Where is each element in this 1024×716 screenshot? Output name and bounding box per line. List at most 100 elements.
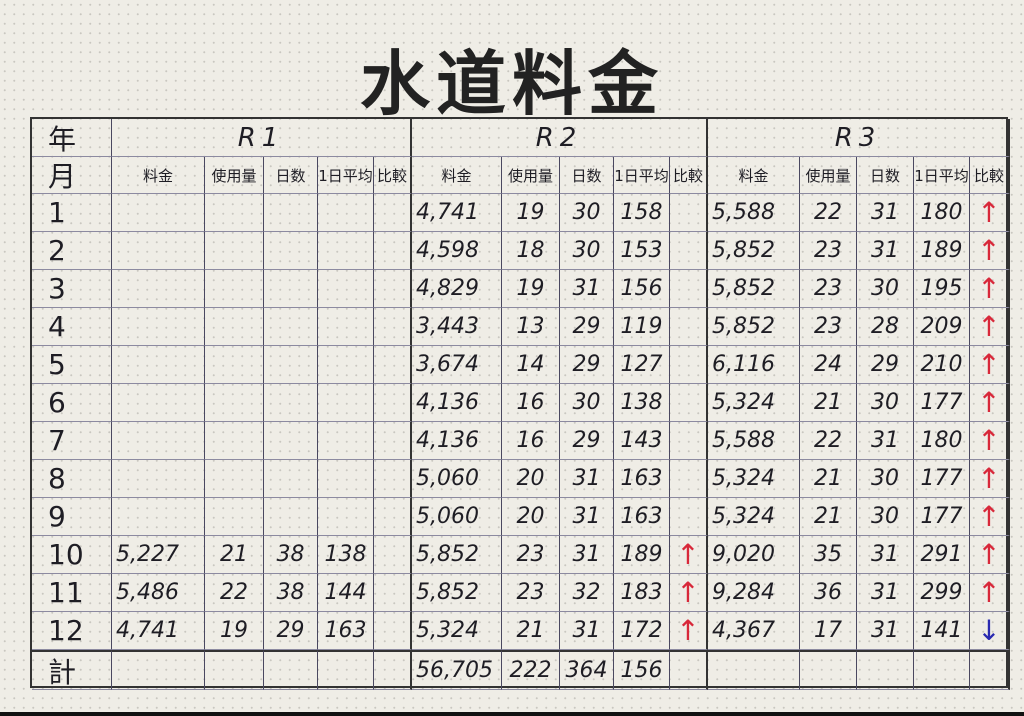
table-cell	[205, 384, 264, 422]
comparison-arrow-icon: ↑	[970, 574, 1010, 612]
table-cell: 4,136	[412, 422, 502, 460]
comparison-arrow-icon	[374, 422, 412, 460]
table-cell: 18	[502, 232, 560, 270]
total-cell	[857, 650, 914, 690]
comparison-arrow-icon	[374, 270, 412, 308]
table-cell	[205, 346, 264, 384]
table-cell: 143	[614, 422, 670, 460]
table-cell	[264, 384, 318, 422]
table-cell: 5,060	[412, 460, 502, 498]
year-r2-header: R2	[412, 119, 708, 157]
table-cell: 31	[560, 498, 614, 536]
comparison-arrow-icon: ↑	[970, 194, 1010, 232]
column-header-r1: 比較	[374, 157, 412, 194]
table-cell	[205, 422, 264, 460]
table-cell: 138	[318, 536, 374, 574]
table-cell: 210	[914, 346, 970, 384]
total-cell	[112, 650, 205, 690]
comparison-arrow-icon: ↑	[970, 384, 1010, 422]
table-cell: 180	[914, 422, 970, 460]
comparison-arrow-icon: ↑	[670, 574, 708, 612]
total-cell	[205, 650, 264, 690]
year-header: 年	[32, 119, 112, 157]
table-cell	[318, 194, 374, 232]
total-cell	[264, 650, 318, 690]
table-cell: 3,674	[412, 346, 502, 384]
table-cell: 5,324	[708, 460, 800, 498]
table-cell	[264, 460, 318, 498]
table-cell: 5,852	[412, 536, 502, 574]
table-cell: 19	[502, 270, 560, 308]
month-label: 8	[32, 460, 112, 498]
comparison-arrow-icon	[670, 422, 708, 460]
table-cell	[205, 308, 264, 346]
comparison-arrow-icon	[670, 346, 708, 384]
column-header-r2: 1日平均	[614, 157, 670, 194]
total-cell: 56,705	[412, 650, 502, 690]
total-cell	[318, 650, 374, 690]
table-cell: 177	[914, 384, 970, 422]
table-cell: 21	[205, 536, 264, 574]
table-cell	[318, 346, 374, 384]
table-cell: 5,588	[708, 194, 800, 232]
table-cell: 24	[800, 346, 857, 384]
month-label: 11	[32, 574, 112, 612]
table-cell: 177	[914, 498, 970, 536]
comparison-arrow-icon	[670, 498, 708, 536]
table-cell	[112, 346, 205, 384]
table-cell: 38	[264, 536, 318, 574]
comparison-arrow-icon: ↑	[970, 422, 1010, 460]
table-cell	[264, 194, 318, 232]
table-cell: 9,020	[708, 536, 800, 574]
table-cell: 21	[502, 612, 560, 650]
table-cell	[318, 422, 374, 460]
table-cell: 30	[857, 498, 914, 536]
table-cell: 5,060	[412, 498, 502, 536]
comparison-arrow-icon: ↑	[970, 346, 1010, 384]
month-header: 月	[32, 157, 112, 194]
table-cell: 23	[800, 308, 857, 346]
table-cell: 156	[614, 270, 670, 308]
table-cell	[205, 194, 264, 232]
month-label: 5	[32, 346, 112, 384]
comparison-arrow-icon: ↑	[970, 270, 1010, 308]
table-cell: 291	[914, 536, 970, 574]
table-cell: 119	[614, 308, 670, 346]
table-cell: 31	[560, 270, 614, 308]
comparison-arrow-icon	[374, 346, 412, 384]
comparison-arrow-icon: ↑	[970, 308, 1010, 346]
year-r3-header: R3	[708, 119, 1010, 157]
comparison-arrow-icon	[374, 460, 412, 498]
table-cell	[318, 498, 374, 536]
comparison-arrow-icon: ↑	[670, 612, 708, 650]
table-cell	[112, 422, 205, 460]
table-cell: 4,829	[412, 270, 502, 308]
comparison-arrow-icon	[374, 194, 412, 232]
total-cell: 364	[560, 650, 614, 690]
table-cell: 4,136	[412, 384, 502, 422]
column-header-r1: 日数	[264, 157, 318, 194]
comparison-arrow-icon: ↑	[670, 536, 708, 574]
table-cell: 29	[560, 422, 614, 460]
table-cell: 209	[914, 308, 970, 346]
table-cell: 13	[502, 308, 560, 346]
comparison-arrow-icon: ↓	[970, 612, 1010, 650]
table-cell: 138	[614, 384, 670, 422]
table-cell: 19	[205, 612, 264, 650]
table-cell: 29	[857, 346, 914, 384]
total-cell	[374, 650, 412, 690]
table-cell: 21	[800, 498, 857, 536]
comparison-arrow-icon	[670, 270, 708, 308]
table-cell: 163	[614, 460, 670, 498]
water-bill-table: 年 R1 R2 R3 月料金 使用量 日数 1日平均 比較 料金 使用量 日数 1日平均 比較 料金 使用量日…	[30, 117, 1010, 690]
total-cell	[800, 650, 857, 690]
month-label: 1	[32, 194, 112, 232]
table-cell	[264, 346, 318, 384]
table-cell: 9,284	[708, 574, 800, 612]
table-cell: 21	[800, 384, 857, 422]
month-label: 2	[32, 232, 112, 270]
table-cell: 6,116	[708, 346, 800, 384]
table-cell: 5,852	[412, 574, 502, 612]
table-cell: 5,324	[412, 612, 502, 650]
month-label: 9	[32, 498, 112, 536]
